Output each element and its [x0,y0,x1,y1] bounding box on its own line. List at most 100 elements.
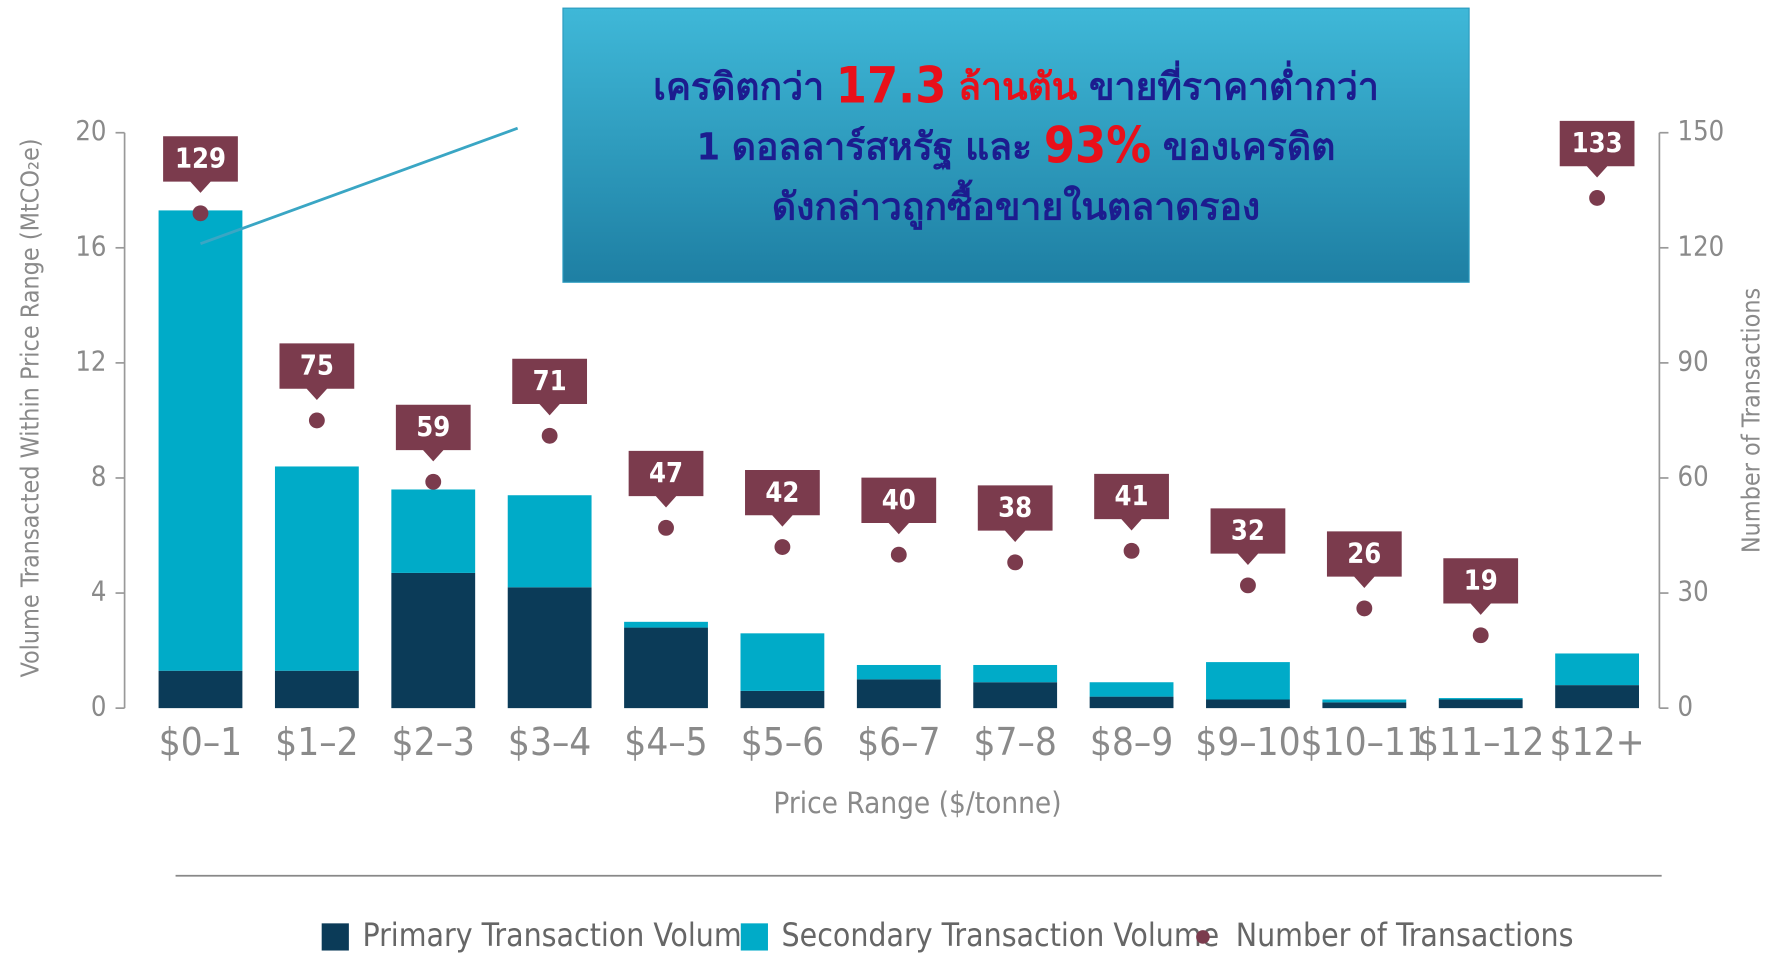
annotation-text: ล้านตัน [946,64,1077,108]
x-tick-label: $6–7 [857,720,940,765]
annotation-text: 17.3 [836,56,947,114]
transaction-dot [1589,190,1606,206]
legend-label: Number of Transactions [1236,918,1574,953]
x-tick-label: $8–9 [1090,720,1173,765]
bar-segment [1089,696,1174,709]
bar-segment [158,670,243,709]
bar-segment [740,633,825,691]
bar-segment [1206,699,1290,709]
transaction-dot [1240,577,1256,594]
transaction-dot [1356,600,1373,617]
annotation-box [562,7,1470,283]
bar-segment [624,621,708,628]
callout [1210,508,1286,565]
bar-segment [507,495,592,588]
annotation-line: ดังกล่าวถูกซื้อขายในตลาดรอง [772,179,1260,230]
x-tick-label: $1–2 [275,720,358,765]
y2-tick-label: 90 [1678,346,1709,377]
transaction-dot [890,546,907,563]
data-label: 40 [882,485,916,516]
callout [1326,531,1402,589]
bar-segment [1322,699,1407,703]
annotation-text: ดังกล่าวถูกซื้อขายในตลาดรอง [772,179,1260,230]
callout [628,450,704,508]
bar-segment [624,627,708,709]
x-tick-label: $0–1 [159,720,242,765]
annotation-line: เครดิตกว่า 17.3 ล้านตัน ขายที่ราคาต่ำกว่… [653,56,1379,114]
y2-tick-label: 150 [1678,116,1725,147]
transaction-dot [425,473,442,490]
x-tick-label: $10–11 [1301,720,1428,765]
bar-segment [1438,699,1523,709]
callout [279,343,355,401]
bar-segment [274,466,359,671]
bar-segment [740,690,825,709]
transaction-dot [658,519,674,536]
transaction-dot [1123,542,1140,559]
leader-line [200,126,519,246]
legend-label: Primary Transaction Volume [362,918,759,953]
y-tick-label: 16 [75,231,106,262]
annotation-text: 93% [1044,116,1151,174]
data-label: 32 [1231,516,1265,547]
callout [395,404,471,462]
data-label: 26 [1347,539,1381,570]
bar-segment [391,489,476,573]
bar-segment [1438,698,1523,700]
x-tick-label: $2–3 [392,720,475,765]
legend-marker [740,923,768,951]
x-tick-label: $3–4 [508,720,591,765]
bar-segment [1555,685,1640,709]
bar-segment [1555,653,1640,686]
x-tick-label: $12+ [1550,720,1645,765]
bar-segment [856,664,941,680]
annotation-line: 1 ดอลลาร์สหรัฐ และ 93% ของเครดิต [697,116,1336,174]
transaction-dot [192,205,209,222]
transaction-dot [1007,554,1024,571]
y-axis-label: Volume Transacted Within Price Range (Mt… [16,139,45,678]
y2-tick-label: 120 [1678,231,1725,262]
y-tick-label: 4 [91,577,107,608]
bar-segment [1089,682,1174,697]
transaction-dot [308,412,325,429]
data-label: 59 [416,412,450,443]
y2-tick-label: 0 [1678,692,1694,723]
bar-segment [391,572,476,709]
annotation-text: เครดิตกว่า [653,64,836,108]
bar-segment [1322,702,1407,709]
x-tick-label: $9–10 [1195,720,1300,765]
data-label: 75 [300,351,334,382]
x-axis-label: Price Range ($/tonne) [773,786,1061,820]
bar-segment [973,664,1058,683]
callout [745,469,820,527]
data-label: 42 [765,477,799,508]
bar-segment [1206,662,1290,700]
data-label: 41 [1115,481,1149,512]
y-tick-label: 12 [75,346,106,377]
callout [861,477,937,535]
data-label: 19 [1464,566,1498,597]
bar-segment [274,670,359,709]
transaction-dot [774,539,791,555]
bar-segment [856,679,941,709]
bar-segment [973,682,1058,709]
legend-marker [321,923,349,951]
y-tick-label: 0 [91,692,107,723]
y2-axis-label: Number of Transactions [1736,288,1765,553]
bar-segment [507,587,592,709]
data-label: 71 [533,366,567,397]
annotation-text: 1 ดอลลาร์สหรัฐ และ [697,124,1044,170]
y2-tick-label: 30 [1678,577,1709,608]
annotation-text: ขายที่ราคาต่ำกว่า [1077,60,1379,108]
callout [977,485,1053,542]
legend-marker [1196,930,1210,944]
data-label: 47 [649,458,683,489]
x-tick-label: $11–12 [1417,720,1544,765]
data-label: 38 [998,493,1032,524]
bar-segment [158,210,243,671]
legend-label: Secondary Transaction Volume [782,918,1220,953]
x-tick-label: $4–5 [624,720,707,765]
callout [1094,473,1169,531]
annotation-text: ของเครดิต [1151,124,1335,168]
